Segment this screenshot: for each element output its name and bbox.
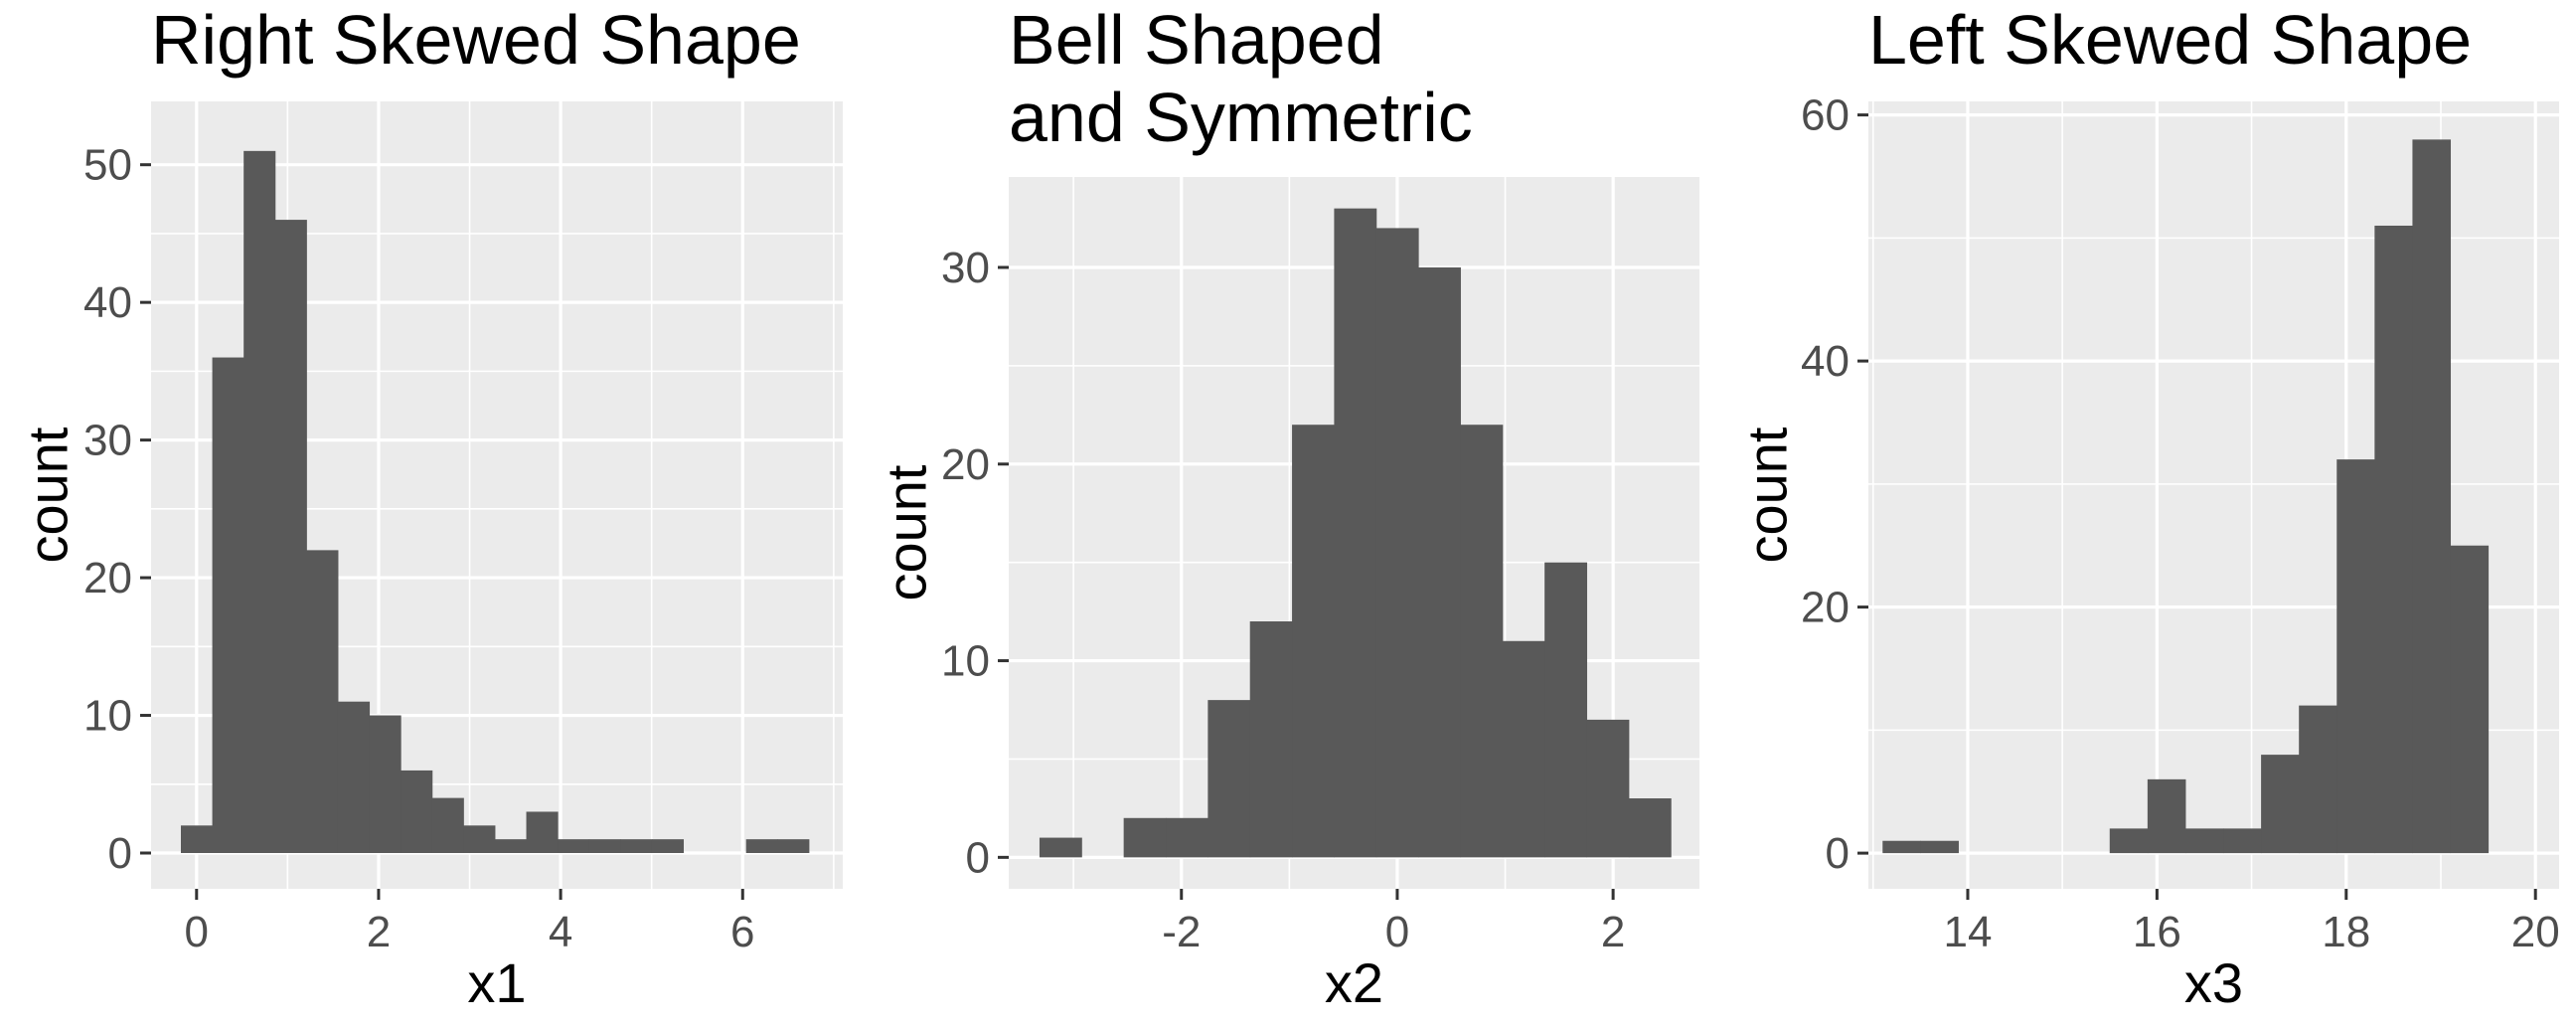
histogram-bar — [2336, 459, 2375, 854]
histogram-bar — [526, 811, 559, 853]
histogram-bar — [2223, 828, 2262, 854]
x-axis-title: x2 — [1325, 951, 1383, 1014]
x-tick-label: 16 — [2133, 908, 2181, 956]
histogram-bar — [2412, 139, 2452, 854]
y-tick-label: 30 — [83, 417, 132, 465]
y-tick-label: 20 — [941, 440, 990, 489]
y-tick-label: 0 — [966, 833, 990, 882]
y-tick-label: 0 — [108, 829, 132, 878]
y-axis-title: count — [17, 427, 80, 563]
histogram-bar — [1628, 798, 1672, 858]
histogram-bar — [2450, 545, 2490, 854]
histogram-bar — [431, 797, 464, 853]
y-axis-title: count — [876, 464, 938, 601]
chart-title: and Symmetric — [1009, 79, 1473, 156]
histogram-bar — [274, 220, 307, 854]
y-tick-label: 10 — [941, 637, 990, 686]
y-tick-label: 20 — [1801, 584, 1850, 632]
x-tick-label: 2 — [367, 908, 391, 956]
y-tick-label: 40 — [1801, 337, 1850, 386]
x-tick-label: 14 — [1943, 908, 1992, 956]
y-tick-label: 40 — [83, 278, 132, 327]
histogram-bar — [1208, 700, 1251, 858]
x-tick-label: 18 — [2322, 908, 2370, 956]
chart-title: Right Skewed Shape — [151, 1, 801, 79]
histogram-bar — [212, 357, 244, 853]
histogram-bar — [1460, 425, 1504, 858]
histogram-bar — [1418, 266, 1461, 858]
histogram-bar — [1375, 228, 1419, 858]
histogram-bar — [1292, 425, 1335, 858]
x-tick-label: 2 — [1601, 908, 1625, 956]
histogram-bar — [651, 839, 685, 853]
chart-title: Left Skewed Shape — [1868, 1, 2472, 79]
histogram-bar — [1039, 837, 1082, 858]
histogram-bar — [306, 550, 339, 853]
y-tick-label: 20 — [83, 554, 132, 602]
histogram-bar — [2299, 705, 2337, 854]
y-tick-label: 50 — [83, 141, 132, 190]
y-tick-label: 30 — [941, 244, 990, 292]
x-axis-title: x1 — [467, 951, 526, 1014]
histogram-bar — [463, 825, 496, 853]
histogram-bar — [180, 825, 214, 853]
histogram-bar — [2109, 828, 2149, 854]
histogram-bar — [620, 839, 653, 853]
x-tick-label: 4 — [549, 908, 572, 956]
histogram-bar — [745, 839, 778, 853]
histogram-bar — [558, 839, 590, 853]
histogram-bar — [494, 839, 528, 853]
y-tick-label: 60 — [1801, 91, 1850, 140]
chart-title: Bell Shaped — [1009, 1, 1384, 79]
histogram-bar — [1882, 840, 1921, 854]
x-tick-label: -2 — [1162, 908, 1201, 956]
histogram-bar — [2261, 755, 2300, 854]
histogram-bar — [1586, 719, 1630, 858]
histogram-bar — [1920, 840, 1959, 854]
histogram-bar — [1166, 817, 1208, 858]
x-tick-label: 6 — [730, 908, 754, 956]
histogram-bar — [1123, 817, 1167, 858]
histogram-bar — [337, 701, 371, 853]
histogram-bar — [1334, 208, 1377, 858]
y-tick-label: 10 — [83, 692, 132, 741]
histogram-bar — [401, 770, 433, 853]
histogram-bar — [777, 839, 810, 853]
histogram-bar — [1502, 640, 1545, 858]
x-tick-label: 20 — [2511, 908, 2560, 956]
x-tick-label: 0 — [185, 908, 209, 956]
histogram-panel-1: 0 2 4 6 0 10 20 30 40 50 Right Skewed Shape x1 count — [17, 1, 843, 1014]
histogram-bar — [2374, 225, 2413, 854]
y-tick-label: 0 — [1826, 829, 1850, 878]
x-tick-label: 0 — [1385, 908, 1409, 956]
histogram-bar — [369, 715, 402, 853]
histogram-bar — [1544, 562, 1588, 858]
histogram-bar — [243, 150, 276, 853]
histogram-bar — [2184, 828, 2224, 854]
y-axis-title: count — [1736, 427, 1799, 563]
histogram-panel-3: 14 16 18 20 0 20 40 60 Left Skewed Shape x3 count — [1736, 1, 2560, 1014]
histogram-bar — [588, 839, 621, 853]
histogram-bar — [1249, 621, 1293, 858]
histogram-bar — [2147, 778, 2186, 854]
x-axis-title: x3 — [2184, 951, 2243, 1014]
